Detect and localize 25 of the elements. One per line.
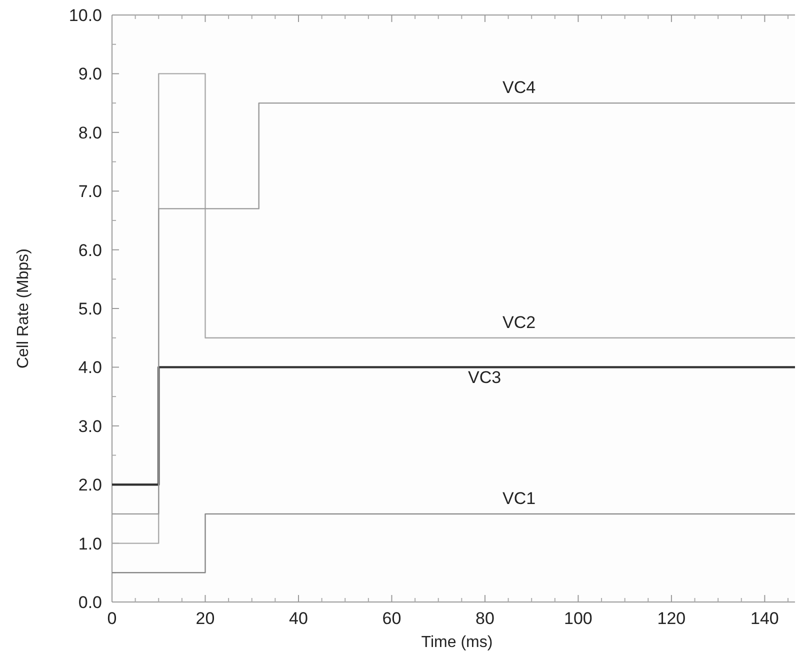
series-label: VC2 (502, 312, 536, 332)
series-label: VC1 (502, 488, 536, 508)
x-tick-label: 40 (289, 609, 308, 628)
y-tick-label: 4.0 (78, 358, 102, 378)
series-label: VC4 (502, 78, 536, 98)
x-tick-label: 20 (196, 609, 215, 628)
y-tick-label: 6.0 (78, 240, 102, 260)
y-tick-label: 9.0 (78, 64, 102, 84)
y-axis-title: Cell Rate (Mbps) (15, 248, 32, 369)
x-tick-label: 80 (476, 609, 494, 628)
x-tick-label: 100 (564, 609, 592, 628)
series-label: VC3 (468, 368, 502, 388)
y-tick-label: 7.0 (78, 182, 102, 202)
y-tick-label: 3.0 (78, 416, 102, 436)
y-tick-label: 0.0 (78, 592, 102, 612)
x-tick-label: 0 (107, 609, 117, 628)
x-tick-label: 120 (657, 609, 686, 628)
y-tick-label: 10.0 (68, 6, 102, 25)
y-tick-label: 1.0 (78, 534, 102, 554)
y-tick-label: 5.0 (78, 299, 102, 318)
x-tick-label: 60 (382, 609, 402, 628)
x-tick-label: 140 (750, 609, 779, 628)
y-tick-label: 8.0 (78, 123, 102, 142)
y-tick-label: 2.0 (78, 476, 102, 495)
x-axis-title: Time (ms) (421, 634, 493, 651)
